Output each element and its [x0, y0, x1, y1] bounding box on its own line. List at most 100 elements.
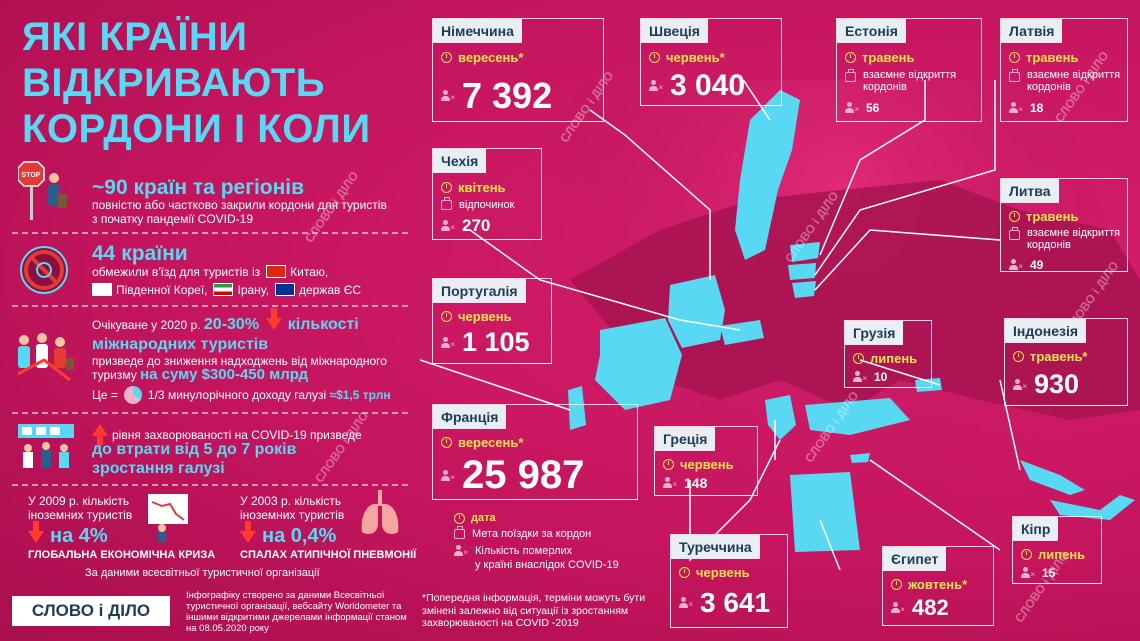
lungs-icon	[358, 488, 402, 540]
deaths-icon: ×	[1009, 102, 1023, 114]
clock-icon	[891, 579, 902, 590]
logo: СЛОВО і ДІЛО	[12, 596, 170, 626]
clock-icon	[454, 512, 465, 524]
country-name: Швеція	[641, 19, 708, 43]
page-title: ЯКІ КРАЇНИ ВІДКРИВАЮТЬ КОРДОНИ І КОЛИ	[22, 14, 412, 152]
ce-line: Це = 1/3 минулорічного доходу галузі ≈$1…	[92, 386, 391, 404]
tourists-icon	[14, 330, 76, 382]
country-purpose: відпочинок	[459, 199, 515, 211]
watermark: СЛОВО і ДІЛО	[312, 408, 372, 486]
country-date: вересень*	[458, 50, 524, 65]
growth-bold-1: до втрати від 5 до 7 років	[92, 441, 297, 458]
ce-text: минулорічного доходу галузі	[167, 388, 327, 402]
country-date: червень	[458, 309, 512, 324]
expected-percent: 20-30%	[203, 316, 260, 333]
clock-icon	[1021, 549, 1032, 560]
deaths-icon: ×	[891, 602, 905, 614]
deaths-icon: ×	[1013, 378, 1027, 391]
country-purpose: взаємне відкриття кордонів	[863, 69, 957, 93]
deaths-icon: ×	[663, 477, 677, 489]
source-note: За даними всесвітньої туристичної органі…	[85, 567, 320, 579]
card-portugal: Португалія червень × 1 105	[432, 278, 552, 364]
legend-deaths-1: Кількість померлих	[475, 545, 573, 557]
iran-flag-icon	[213, 283, 234, 296]
country-name: Чехія	[433, 149, 487, 173]
country-deaths: 10	[874, 370, 888, 384]
country-purpose: взаємне відкриття кордонів	[1027, 227, 1121, 251]
clock-icon	[845, 52, 856, 63]
country-deaths: 3 641	[700, 587, 771, 618]
clock-icon	[441, 311, 452, 322]
suitcase-icon	[1009, 227, 1020, 240]
card-sweden: Швеція червень* × 3 040	[640, 18, 782, 106]
country-name: Туреччина	[671, 535, 760, 559]
country-date: червень	[680, 457, 734, 472]
country-name: Литва	[1001, 179, 1059, 203]
country-date: травень	[1026, 209, 1079, 224]
expected-of: кількості	[287, 316, 359, 333]
country-purpose: взаємне відкриття кордонів	[1027, 69, 1121, 93]
h2009-pct: на 4%	[50, 525, 108, 547]
watermark: СЛОВО і ДІЛО	[802, 388, 862, 466]
suitcase-icon	[441, 197, 452, 210]
legend-purpose: Мета поїздки за кордон	[472, 528, 592, 540]
clock-icon	[1009, 211, 1020, 222]
korea-flag-icon	[92, 283, 112, 296]
clock-icon	[1013, 351, 1024, 362]
deaths-icon: ×	[1021, 567, 1035, 579]
country-deaths: 482	[912, 595, 949, 620]
country-deaths: 49	[1030, 258, 1044, 272]
country-name: Єгипет	[883, 547, 947, 571]
clock-icon	[1009, 52, 1020, 63]
growth-text: рівня захворюваності на COVID-19 призвед…	[112, 428, 362, 442]
closed-count: ~90 країн та регіонів	[92, 176, 305, 199]
arrow-down-icon	[28, 520, 44, 543]
h2003-pct-row: на 0,4%	[240, 520, 336, 548]
h2003-cause: СПАЛАХ АТИПІЧНОЇ ПНЕВМОНІЇ	[240, 549, 417, 561]
country-china: Китаю,	[290, 265, 329, 279]
country-name: Німеччина	[433, 19, 522, 43]
h2009-line-1: У 2009 р. кількість	[28, 494, 130, 508]
arrow-down-icon	[240, 520, 256, 543]
clock-icon	[441, 52, 452, 63]
pie-third-icon	[123, 386, 142, 404]
card-egypt: Єгипет жовтень* × 482	[882, 546, 994, 626]
divider	[12, 232, 408, 234]
clock-icon	[441, 182, 452, 193]
divider	[12, 412, 408, 414]
deaths-icon: ×	[649, 80, 663, 92]
country-iran: Ірану,	[237, 283, 269, 297]
country-korea: Південної Кореї,	[116, 283, 208, 297]
stop-sign-icon: STOP	[17, 160, 68, 222]
card-turkey: Туреччина червень × 3 641	[670, 534, 788, 628]
arrow-up-icon	[92, 424, 108, 445]
country-name: Латвія	[1001, 19, 1063, 43]
expected-line-1: Очікуване у 2020 р. 20-30% кількості	[92, 308, 359, 333]
country-date: квітень	[458, 180, 506, 195]
expected-line-3: туризму на суму $300-450 млрд	[92, 367, 308, 382]
country-name: Кіпр	[1013, 517, 1059, 541]
deaths-icon: ×	[441, 90, 455, 102]
clock-icon	[663, 459, 674, 470]
restrict-description: обмежили в'їзд для туристів із	[92, 265, 261, 279]
country-name: Франція	[433, 405, 507, 429]
country-deaths: 1 105	[462, 327, 530, 357]
suitcase-icon	[1009, 69, 1020, 82]
ce-fraction: 1/3	[147, 388, 165, 402]
clock-icon	[649, 52, 660, 63]
eu-flag-icon	[274, 283, 295, 296]
country-name: Греція	[655, 427, 716, 451]
svg-text:STOP: STOP	[22, 172, 41, 179]
country-deaths: 930	[1034, 369, 1080, 399]
deaths-icon: ×	[441, 469, 455, 482]
card-latvia: Латвія травень взаємне відкриття кордоні…	[1000, 18, 1128, 122]
deaths-icon: ×	[845, 102, 859, 114]
airport-icon	[16, 422, 76, 474]
china-flag-icon	[266, 265, 287, 278]
country-date: жовтень*	[908, 577, 968, 592]
country-date: травень	[1026, 50, 1079, 65]
clock-icon	[853, 353, 864, 364]
expected-tourism: туризму	[92, 368, 137, 382]
no-travel-icon	[20, 246, 68, 294]
